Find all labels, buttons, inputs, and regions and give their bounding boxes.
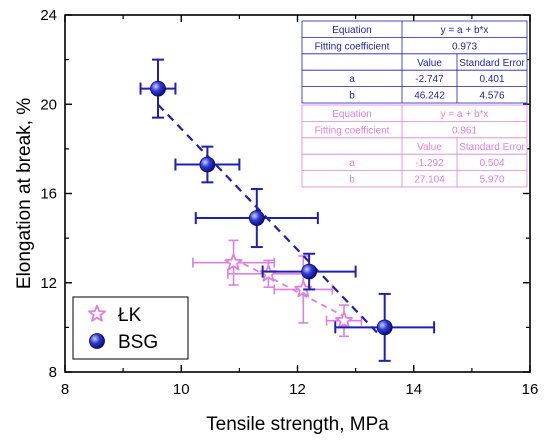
lk-point [224, 253, 243, 271]
param-label: b [349, 91, 355, 102]
value-header: Value [417, 58, 442, 69]
param-error: 5.970 [479, 175, 504, 186]
value-header: Value [417, 142, 442, 153]
param-error: 0.401 [479, 74, 504, 85]
fit-line-lk [233, 257, 345, 318]
legend-label-lk: ŁK [118, 305, 142, 326]
legend-star-marker [88, 304, 106, 322]
y-tick-label: 24 [40, 7, 57, 24]
y-tick-label: 8 [49, 364, 57, 381]
error-header: Standard Error [459, 58, 525, 69]
legend: ŁK BSG [72, 296, 189, 360]
fitting-label: Fitting coefficient [315, 125, 390, 136]
x-tick-label: 14 [405, 381, 422, 398]
param-value: -2.747 [415, 74, 444, 85]
y-axis-title: Elongation at break, % [14, 98, 35, 289]
param-value: -1.292 [415, 158, 444, 169]
table-border [301, 104, 528, 188]
x-axis-title: Tensile strength, MPa [206, 414, 389, 435]
param-label: b [349, 175, 355, 186]
fitting-value: 0.973 [452, 41, 477, 52]
bsg-point [150, 80, 166, 97]
param-error: 4.576 [479, 91, 504, 102]
table-border [301, 20, 528, 104]
bsg-point [376, 319, 393, 336]
param-label: a [349, 74, 355, 85]
param-value: 46.242 [414, 91, 445, 102]
x-tick-label: 12 [289, 381, 306, 398]
param-label: a [349, 158, 355, 169]
fit-line-bsg [157, 103, 380, 336]
y-tick-label: 12 [40, 275, 57, 292]
fitting-label: Fitting coefficient [315, 41, 390, 52]
param-error: 0.504 [479, 158, 504, 169]
equation-label: Equation [332, 25, 371, 36]
lk-point [335, 311, 353, 329]
legend-sphere-marker [89, 333, 105, 349]
legend-box [72, 296, 189, 360]
error-header: Standard Error [459, 142, 525, 153]
equation-value: y = a + b*x [441, 109, 489, 120]
bsg-point [301, 263, 318, 280]
x-tick-label: 10 [173, 381, 190, 398]
legend-label-bsg: BSG [118, 332, 158, 353]
x-tick-label: 8 [61, 381, 69, 398]
y-tick-label: 20 [40, 96, 57, 113]
fit-table-bsg: Equation y = a + b*x Fitting coefficient 0.… [301, 20, 528, 104]
param-value: 27.104 [414, 175, 445, 186]
bsg-point [248, 210, 265, 226]
y-tick-label: 16 [40, 186, 57, 203]
x-tick-label: 16 [522, 381, 539, 398]
fit-table-lk: Equation y = a + b*x Fitting coefficient 0.… [301, 104, 528, 188]
equation-label: Equation [332, 109, 371, 120]
bsg-point [199, 156, 216, 173]
equation-value: y = a + b*x [441, 25, 489, 36]
fitting-value: 0.961 [452, 125, 477, 136]
